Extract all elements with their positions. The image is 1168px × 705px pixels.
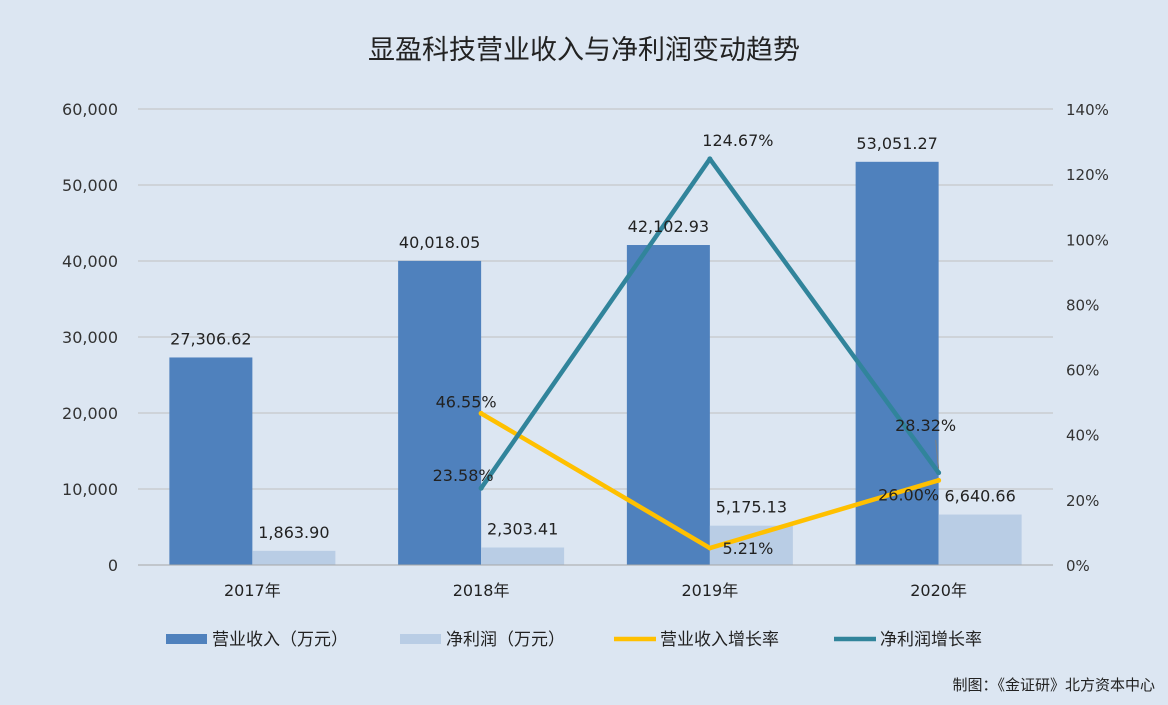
profit-growth-point	[936, 470, 942, 476]
revenue-bar-label: 40,018.05	[399, 233, 480, 252]
y2-tick-label: 20%	[1066, 492, 1099, 510]
x-tick-label: 2018年	[453, 581, 510, 600]
revenue-growth-label: 5.21%	[722, 539, 773, 558]
x-tick-label: 2017年	[224, 581, 281, 600]
profit-bar	[252, 550, 336, 565]
x-axis: 2017年 2018年 2019年 2020年	[138, 564, 1053, 600]
revenue-bar	[398, 260, 482, 565]
revenue-bar-label: 42,102.93	[628, 217, 709, 236]
y-axis-right: 0% 20% 40% 60% 80% 100% 120% 140%	[1066, 101, 1109, 575]
y2-tick-label: 0%	[1066, 557, 1090, 575]
revenue-bar-label: 53,051.27	[856, 134, 937, 153]
revenue-growth-point	[936, 477, 942, 483]
legend-label: 净利润（万元）	[446, 630, 565, 650]
y2-tick-label: 120%	[1066, 166, 1109, 184]
y-tick-label: 0	[108, 556, 118, 575]
legend-swatch	[166, 634, 207, 644]
x-tick-label: 2019年	[682, 581, 739, 600]
profit-bar-label: 1,863.90	[258, 523, 329, 542]
y-tick-label: 10,000	[62, 480, 118, 499]
y2-tick-label: 60%	[1066, 362, 1099, 380]
revenue-bar	[855, 161, 939, 565]
profit-bar	[938, 514, 1022, 565]
revenue-bar-label: 27,306.62	[170, 329, 251, 348]
y2-tick-label: 40%	[1066, 427, 1099, 445]
chart-title: 显盈科技营业收入与净利润变动趋势	[368, 35, 800, 66]
legend-label: 营业收入增长率	[660, 630, 779, 650]
profit-growth-point	[478, 485, 484, 491]
y-tick-label: 20,000	[62, 404, 118, 423]
y2-tick-label: 140%	[1066, 101, 1109, 119]
legend: 营业收入（万元） 净利润（万元） 营业收入增长率 净利润增长率	[166, 630, 982, 650]
profit-growth-label: 124.67%	[702, 131, 773, 150]
y2-tick-label: 100%	[1066, 231, 1109, 249]
revenue-bar	[626, 245, 710, 565]
line-series	[478, 156, 942, 551]
profit-growth-label: 23.58%	[433, 466, 494, 485]
legend-label: 净利润增长率	[880, 630, 982, 650]
profit-bar	[481, 547, 565, 565]
profit-bar-label: 2,303.41	[487, 519, 558, 538]
y-tick-label: 30,000	[62, 328, 118, 347]
y-tick-label: 40,000	[62, 252, 118, 271]
data-labels: 27,306.62 40,018.05 42,102.93 53,051.27 1,86…	[170, 131, 1016, 558]
legend-swatch	[400, 634, 441, 644]
x-tick-label: 2020年	[910, 581, 967, 600]
profit-bar-label: 5,175.13	[716, 498, 787, 517]
legend-label: 营业收入（万元）	[212, 630, 348, 650]
profit-growth-point	[707, 156, 713, 162]
label-leader-line	[935, 439, 940, 469]
y2-tick-label: 80%	[1066, 296, 1099, 314]
y-tick-label: 60,000	[62, 100, 118, 119]
revenue-growth-label: 26.00%	[878, 485, 939, 504]
revenue-growth-point	[707, 545, 713, 551]
y-axis-left: 0 10,000 20,000 30,000 40,000 50,000 60,000	[62, 100, 118, 575]
bar-series	[169, 161, 1022, 565]
chart-credit: 制图：《金证研》北方资本中心	[952, 676, 1155, 694]
revenue-growth-point	[478, 410, 484, 416]
revenue-bar	[169, 357, 253, 565]
revenue-growth-label: 46.55%	[436, 392, 497, 411]
profit-growth-label: 28.32%	[895, 416, 956, 435]
profit-bar-label: 6,640.66	[945, 487, 1016, 506]
y-tick-label: 50,000	[62, 176, 118, 195]
